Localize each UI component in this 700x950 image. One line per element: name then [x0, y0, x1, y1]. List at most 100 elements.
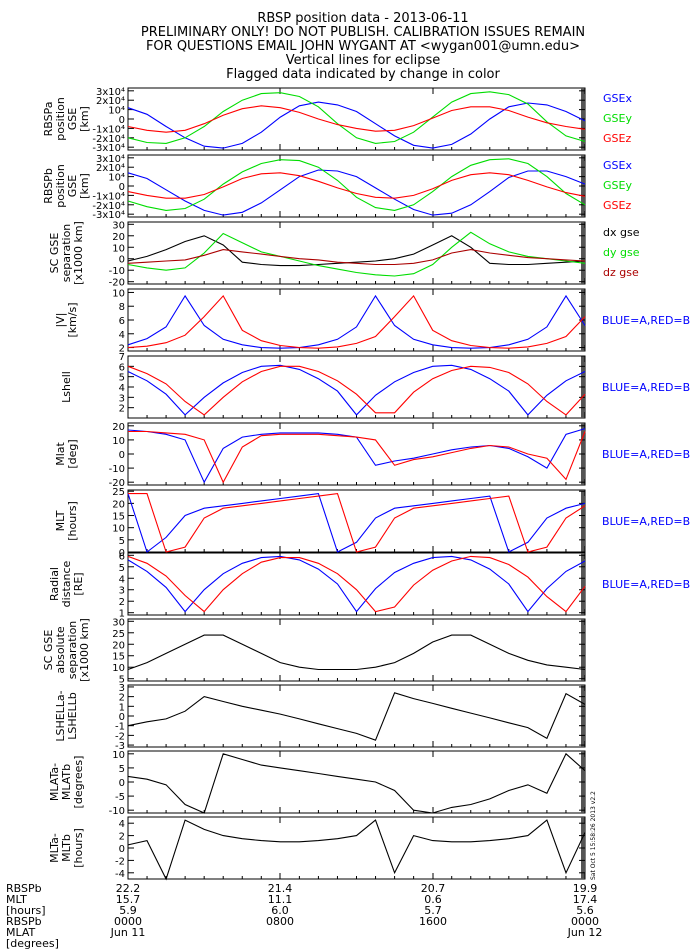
footer-value: 11.1 — [268, 893, 293, 906]
y-tick-label: -4 — [115, 869, 125, 880]
series-line-1 — [127, 294, 586, 349]
y-tick-label: 25 — [112, 487, 125, 498]
y-tick-label: 2 — [119, 404, 125, 415]
y-tick-label: 2 — [119, 597, 125, 608]
y-tick-label: 7 — [119, 352, 125, 363]
footer-value: 5.6 — [576, 904, 594, 917]
y-axis-label: Radial — [48, 567, 61, 601]
figure-contact: FOR QUESTIONS EMAIL JOHN WYGANT AT <wyga… — [146, 39, 580, 54]
y-axis-label: [degrees] — [72, 756, 85, 809]
y-axis-label: GSE — [66, 175, 79, 198]
legend-entry: GSEz — [603, 132, 631, 145]
footer-value: 19.9 — [573, 882, 598, 895]
y-axis-label: MLATa- — [48, 763, 61, 801]
footer-value: 17.4 — [573, 893, 598, 906]
y-tick-label: 10 — [112, 750, 125, 761]
legend-entry: GSEz — [603, 199, 631, 212]
series-line-2 — [127, 158, 586, 211]
y-tick-label: 10 — [112, 243, 125, 254]
y-tick-label: -1 — [115, 722, 125, 733]
y-axis-label: MLTa- — [48, 833, 61, 863]
y-axis-label: [RE] — [72, 572, 85, 595]
y-tick-label: 6 — [119, 362, 125, 373]
series-line-1 — [127, 169, 586, 216]
y-axis-label: LSHELLa- — [54, 690, 67, 741]
y-tick-label: 15 — [112, 652, 125, 663]
footer-label-hours: [hours] — [6, 904, 46, 917]
y-tick-label: 4 — [119, 574, 125, 585]
y-axis-label: distance — [60, 560, 73, 607]
panel-frame — [127, 87, 586, 151]
figure-warning: PRELIMINARY ONLY! DO NOT PUBLISH. CALIBR… — [141, 25, 585, 40]
y-tick-label: 20 — [112, 499, 125, 510]
panel-frame — [127, 422, 586, 486]
series-line-1 — [127, 235, 586, 267]
figure-note-eclipse: Vertical lines for eclipse — [286, 53, 441, 68]
y-tick-label: 5 — [119, 764, 125, 775]
footer-column: 21.4 11.1 6.0 0800 — [266, 882, 294, 928]
panel-frame — [127, 288, 586, 352]
y-tick-label: 10 — [112, 436, 125, 447]
y-axis-label: Mlat — [54, 442, 67, 466]
legend-entry: GSEy — [603, 112, 632, 125]
figure-title-block: RBSP position data - 2013-06-11 PRELIMIN… — [141, 11, 585, 82]
figure-note-flagged: Flagged data indicated by change in colo… — [226, 67, 500, 82]
series-line-1 — [127, 819, 586, 881]
y-tick-label: 20 — [112, 640, 125, 651]
y-tick-label: 0 — [119, 182, 125, 193]
y-tick-label: 0 — [119, 778, 125, 789]
y-axis-label: MLTb — [60, 834, 73, 862]
y-axis-label: RBSPa — [42, 102, 55, 137]
footer-value: 21.4 — [268, 882, 293, 895]
series-line-2 — [127, 231, 586, 277]
y-axis-label: |V| — [54, 313, 67, 328]
y-axis-label: [x1000 km] — [78, 618, 91, 682]
y-tick-label: -10 — [109, 806, 125, 817]
y-tick-label: 30 — [112, 617, 125, 628]
panel-frame — [127, 221, 586, 285]
panel-11: 10 5 0 -5 -10 MLATa- MLATb [degrees] — [48, 750, 586, 817]
y-tick-label: 20 — [112, 232, 125, 243]
y-axis-label: MLATb — [60, 764, 73, 800]
panel-6: 20 10 0 -10 -20 Mlat [deg] BLUE=A,RED=B — [54, 422, 690, 489]
y-tick-label: 2x10⁴ — [96, 96, 125, 107]
y-axis-label: separation — [66, 621, 79, 680]
y-tick-label: 1 — [119, 609, 125, 620]
legend-entry: GSEy — [603, 179, 632, 192]
footer-column: 22.2 15.7 5.9 0000 Jun 11 — [110, 882, 146, 939]
y-tick-label: 10⁴ — [108, 106, 125, 117]
panel-frame — [127, 816, 586, 880]
series-line-2 — [128, 492, 586, 553]
flag-bar — [581, 553, 585, 615]
legend-note: BLUE=A,RED=B — [602, 578, 690, 591]
y-tick-label: -10 — [109, 266, 125, 277]
footer-value: Jun 11 — [110, 926, 146, 939]
panel-frame — [127, 355, 586, 419]
y-tick-label: 0 — [119, 255, 125, 266]
footer-value: 22.2 — [116, 882, 141, 895]
footer-label-rbspb-2: RBSPb — [6, 915, 42, 928]
figure-title: RBSP position data - 2013-06-11 — [257, 11, 468, 26]
y-tick-label: 1 — [119, 702, 125, 713]
y-tick-label: 0 — [119, 450, 125, 461]
y-axis-label: GSE — [66, 108, 79, 131]
y-tick-label: 5 — [119, 563, 125, 574]
footer-value: 6.0 — [271, 904, 289, 917]
footer-label-mlat: MLAT — [6, 926, 36, 939]
flag-bar — [581, 619, 585, 681]
y-tick-label: 2x10⁴ — [96, 163, 125, 174]
y-tick-label: -10 — [109, 464, 125, 475]
y-tick-label: 5 — [119, 675, 125, 686]
panel-frame — [127, 684, 586, 748]
series-line-2 — [127, 91, 586, 144]
series-line-2 — [127, 555, 586, 613]
panel-12: 4 20-2 -4 MLTa- MLTb [hours] — [48, 816, 586, 881]
legend-note: BLUE=A,RED=B — [602, 314, 690, 327]
y-tick-label: -20 — [109, 278, 125, 289]
y-tick-label: 3 — [119, 393, 125, 404]
y-tick-label: -3x10⁴ — [92, 210, 125, 221]
